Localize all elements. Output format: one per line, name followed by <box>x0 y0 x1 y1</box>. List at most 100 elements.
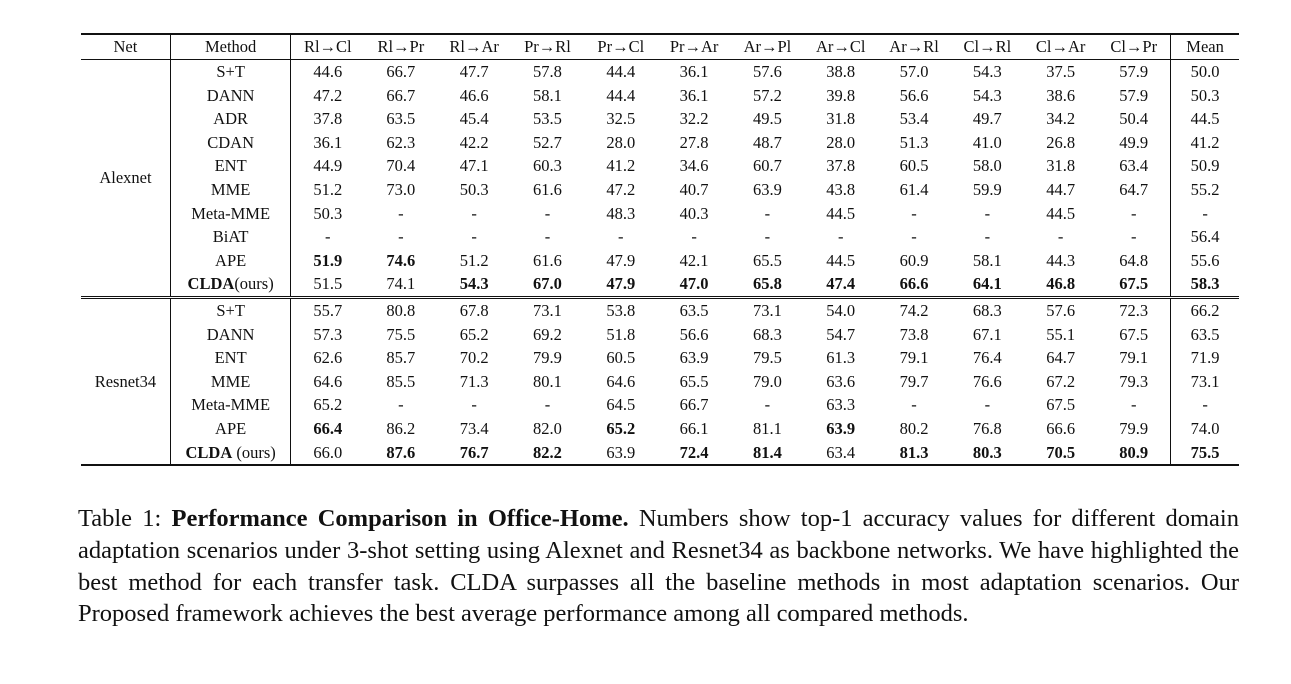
value-cell: 74.0 <box>1171 417 1239 441</box>
value-cell: 75.5 <box>364 323 437 347</box>
value-cell: 48.3 <box>584 202 657 226</box>
value-cell: 59.9 <box>951 178 1024 202</box>
value-cell: 55.1 <box>1024 323 1097 347</box>
value-cell: 70.2 <box>438 346 511 370</box>
method-suffix: (ours) <box>234 274 274 294</box>
cell-value: 31.8 <box>1046 156 1076 176</box>
cell-value: 44.6 <box>313 62 343 81</box>
value-cell: 28.0 <box>584 131 657 155</box>
method-cell: Meta-MME <box>170 201 292 226</box>
table-caption: Table 1: Performance Comparison in Offic… <box>78 503 1239 630</box>
value-cell: 79.9 <box>1097 416 1172 441</box>
cell-value: 32.5 <box>606 109 636 129</box>
value-cell: 76.4 <box>951 346 1024 370</box>
value-cell: 57.6 <box>1024 297 1097 322</box>
cell-value: 44.4 <box>606 85 636 105</box>
value-cell: 50.3 <box>438 178 511 202</box>
cell-value: 27.8 <box>679 132 709 152</box>
value-cell: - <box>1171 202 1239 226</box>
cell-value: - <box>1130 227 1137 247</box>
cell-value: 79.9 <box>1119 418 1149 438</box>
value-cell: 50.4 <box>1097 107 1172 131</box>
method-name: CLDA <box>187 274 235 294</box>
cell-value: 76.6 <box>972 371 1002 391</box>
cell-value: 67.2 <box>1046 371 1076 391</box>
value-cell: 81.3 <box>877 441 950 466</box>
value-cell: 61.6 <box>511 178 584 202</box>
cell-value: 57.2 <box>752 85 782 105</box>
cell-value: 46.8 <box>1046 274 1076 294</box>
value-cell: 67.5 <box>1024 393 1097 417</box>
cell-value: - <box>1130 203 1137 223</box>
cell-value: 47.7 <box>459 62 489 81</box>
value-cell: 63.5 <box>364 107 437 131</box>
value-cell: 53.4 <box>877 107 950 131</box>
value-cell: 67.2 <box>1024 370 1097 394</box>
value-cell: 50.0 <box>1171 60 1239 84</box>
value-cell: 60.9 <box>877 249 950 273</box>
value-cell: 64.7 <box>1097 177 1172 202</box>
value-cell: - <box>1097 393 1172 417</box>
cell-value: 73.0 <box>386 179 416 199</box>
value-cell: 51.3 <box>877 131 950 155</box>
cell-value: 54.0 <box>826 300 856 320</box>
column-header: Rl→Cl <box>303 37 352 56</box>
method-name: ENT <box>214 348 247 368</box>
cell-value: - <box>471 395 477 415</box>
value-cell: 43.8 <box>804 178 877 202</box>
value-cell: 61.3 <box>804 346 877 370</box>
cell-value: 50.3 <box>1190 85 1220 105</box>
cell-value: 58.1 <box>533 85 562 105</box>
cell-value: 67.1 <box>972 324 1002 344</box>
value-cell: 58.0 <box>951 154 1024 178</box>
value-cell: - <box>364 202 437 226</box>
cell-value: - <box>764 227 771 247</box>
column-header: Cl→Rl <box>963 37 1012 56</box>
value-cell: 44.7 <box>1024 178 1097 202</box>
cell-value: 64.7 <box>1119 179 1149 199</box>
value-cell: 57.3 <box>291 323 364 347</box>
value-cell: 74.1 <box>364 272 437 297</box>
value-cell: 55.2 <box>1171 178 1239 202</box>
cell-value: 41.2 <box>1190 132 1220 152</box>
value-cell: 47.7 <box>438 60 511 84</box>
value-cell: 36.1 <box>291 131 364 155</box>
method-cell: MME <box>170 177 292 202</box>
method-cell: MME <box>170 369 292 394</box>
cell-value: 87.6 <box>386 442 416 462</box>
cell-value: 43.8 <box>826 179 856 199</box>
method-name: Meta-MME <box>191 395 271 415</box>
cell-value: 47.9 <box>606 274 636 294</box>
cell-value: 44.5 <box>1046 203 1076 223</box>
value-cell: 51.8 <box>584 323 657 347</box>
value-cell: 65.2 <box>438 323 511 347</box>
value-cell: 31.8 <box>1024 154 1097 178</box>
value-cell: 28.0 <box>804 131 877 155</box>
cell-value: - <box>471 227 477 247</box>
method-name: ENT <box>214 156 247 176</box>
cell-value: - <box>764 203 771 223</box>
method-name: ADR <box>213 109 249 129</box>
cell-value: 45.4 <box>459 109 489 129</box>
value-cell: 41.0 <box>951 131 1024 155</box>
table-row: ENT 62.6 85.7 70.2 79.9 60.5 63.9 79.5 61.3 79.1 7… <box>81 346 1239 370</box>
cell-value: 36.1 <box>679 62 709 81</box>
cell-value: 79.5 <box>752 348 782 368</box>
value-cell: 49.5 <box>731 107 804 131</box>
cell-value: 60.3 <box>533 156 562 176</box>
cell-value: 63.3 <box>826 395 856 415</box>
value-cell: 32.5 <box>584 107 657 131</box>
cell-value: - <box>837 227 844 247</box>
value-cell: 31.8 <box>804 107 877 131</box>
table-row: BiAT - - - - - - - - - - - - 56.4 <box>81 225 1239 249</box>
value-cell: 37.8 <box>804 154 877 178</box>
value-cell: 44.4 <box>584 60 657 84</box>
cell-value: 74.2 <box>899 300 929 320</box>
cell-value: 69.2 <box>533 324 562 344</box>
cell-value: 74.0 <box>1190 418 1220 438</box>
value-cell: 66.2 <box>1171 297 1239 322</box>
cell-value: 80.8 <box>386 300 416 320</box>
value-cell: - <box>731 393 804 417</box>
value-cell: - <box>438 202 511 226</box>
value-cell: 56.6 <box>877 84 950 108</box>
